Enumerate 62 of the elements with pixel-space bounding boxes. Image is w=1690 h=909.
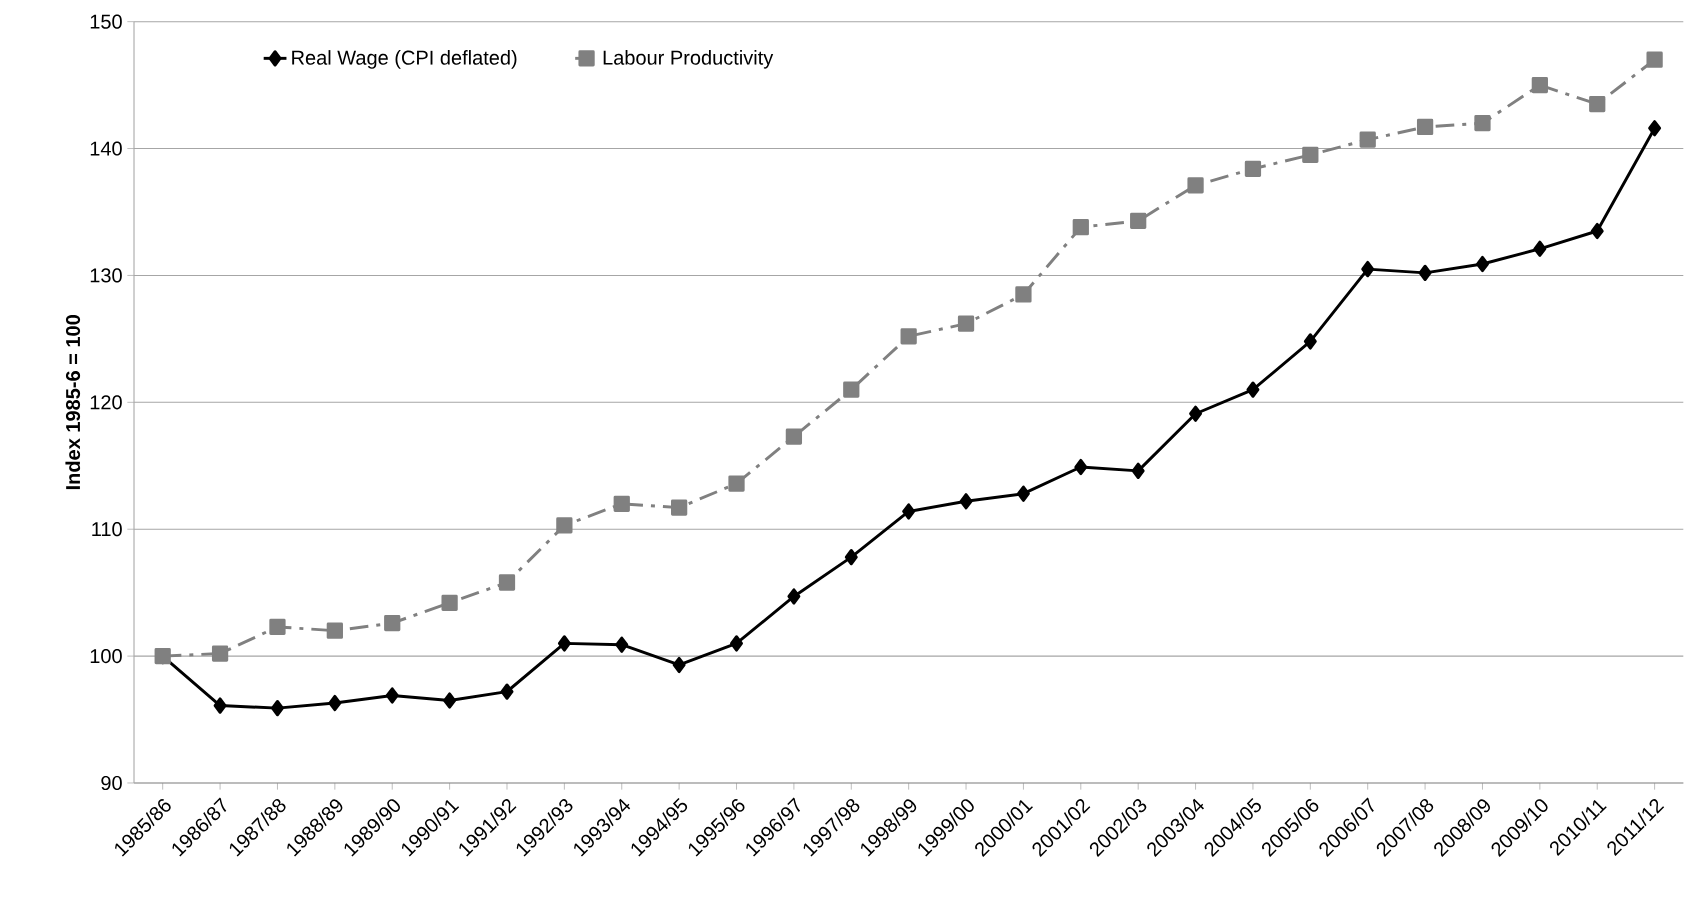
point — [1303, 333, 1317, 350]
point — [269, 618, 286, 636]
point — [728, 475, 745, 492]
point — [211, 645, 229, 662]
y-axis-title: Index 1985-6 = 100 — [65, 315, 81, 490]
point — [1187, 177, 1204, 194]
point — [385, 687, 399, 704]
point — [1590, 222, 1604, 240]
point — [1302, 146, 1319, 164]
point — [1359, 131, 1376, 148]
y-tick-label: 90 — [101, 775, 122, 791]
y-tick-label: 110 — [92, 522, 122, 537]
point — [1418, 264, 1432, 282]
point — [1531, 76, 1548, 94]
point — [672, 656, 686, 674]
point — [1074, 458, 1088, 476]
point — [328, 694, 342, 712]
point — [1246, 381, 1260, 398]
point — [1130, 212, 1147, 229]
point — [1131, 462, 1145, 479]
point — [1416, 118, 1434, 136]
point — [1589, 96, 1606, 113]
point — [443, 692, 457, 709]
point — [1072, 219, 1089, 236]
point — [556, 517, 573, 534]
point — [213, 697, 227, 714]
point — [900, 328, 917, 345]
legend-label: Labour Productivity — [603, 50, 774, 69]
y-tick-label: 120 — [90, 395, 122, 410]
point — [1244, 160, 1262, 177]
y-tick-label: 130 — [90, 268, 122, 283]
point — [441, 594, 458, 611]
point — [843, 381, 860, 398]
legend-label: Real Wage (CPI deflated) — [292, 50, 517, 69]
point — [787, 588, 801, 605]
point — [1189, 405, 1203, 422]
point — [500, 683, 514, 700]
y-tick-label: 150 — [90, 14, 122, 29]
point — [1016, 485, 1030, 502]
point — [1474, 115, 1491, 132]
y-tick-label: 100 — [90, 649, 122, 664]
point — [613, 495, 630, 512]
point — [557, 635, 571, 652]
point — [1533, 240, 1547, 257]
y-tick-label: 140 — [90, 141, 122, 156]
point — [326, 622, 343, 639]
point — [498, 574, 516, 591]
point — [1476, 255, 1489, 273]
point — [615, 636, 629, 653]
point — [785, 428, 803, 445]
point — [271, 699, 284, 717]
point — [1646, 51, 1663, 68]
point — [1015, 286, 1032, 303]
point — [844, 548, 858, 566]
point — [1648, 120, 1662, 137]
point — [957, 315, 975, 332]
point — [959, 493, 973, 510]
point — [671, 499, 688, 516]
point — [384, 614, 401, 632]
point — [902, 503, 916, 520]
point — [730, 635, 743, 652]
point — [1361, 260, 1375, 278]
